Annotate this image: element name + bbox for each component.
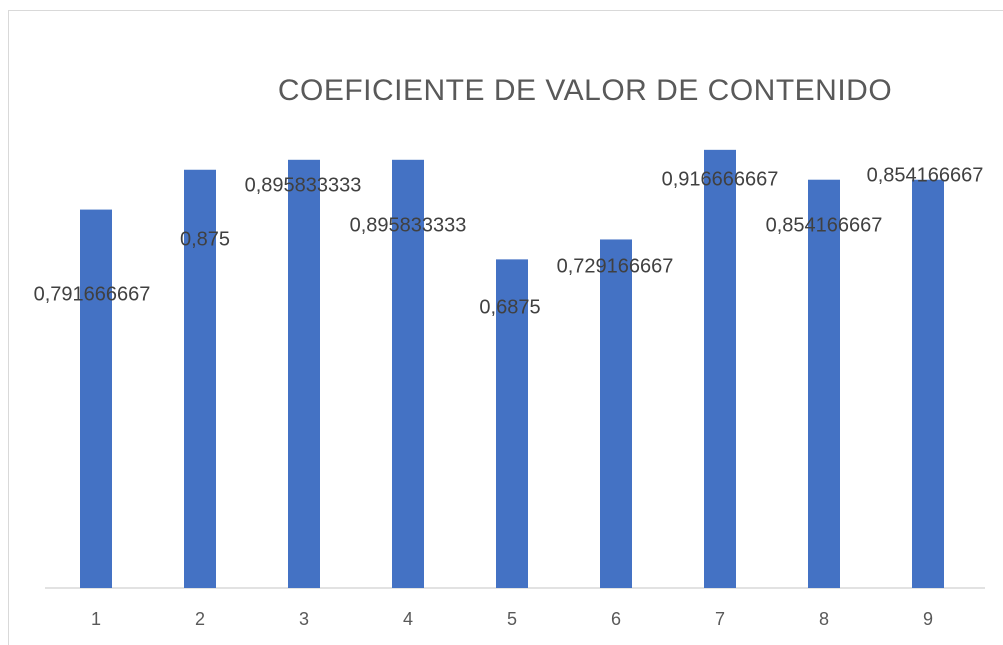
bar bbox=[912, 179, 944, 589]
x-tick-label: 8 bbox=[819, 609, 829, 629]
x-tick-label: 4 bbox=[403, 609, 413, 629]
x-tick-label: 3 bbox=[299, 609, 309, 629]
bar bbox=[600, 239, 632, 589]
data-label: 0,916666667 bbox=[662, 168, 779, 190]
bar bbox=[80, 209, 112, 589]
bar bbox=[496, 259, 528, 588]
bar bbox=[704, 149, 736, 589]
data-label: 0,729166667 bbox=[557, 255, 674, 277]
data-label: 0,895833333 bbox=[245, 174, 362, 196]
chart-title: COEFICIENTE DE VALOR DE CONTENIDO bbox=[278, 74, 892, 107]
data-label: 0,6875 bbox=[479, 296, 540, 318]
x-tick-label: 1 bbox=[91, 609, 101, 629]
x-tick-label: 7 bbox=[715, 609, 725, 629]
bar bbox=[808, 179, 840, 589]
data-label: 0,854166667 bbox=[766, 214, 883, 236]
x-tick-label: 5 bbox=[507, 609, 517, 629]
bar bbox=[392, 159, 424, 588]
data-label: 0,875 bbox=[180, 228, 230, 250]
data-label: 0,854166667 bbox=[867, 164, 984, 186]
x-tick-label: 2 bbox=[195, 609, 205, 629]
bar bbox=[184, 169, 216, 588]
x-tick-label: 6 bbox=[611, 609, 621, 629]
x-tick-label: 9 bbox=[923, 609, 933, 629]
bar bbox=[288, 159, 320, 588]
data-label: 0,791666667 bbox=[34, 283, 151, 305]
data-label: 0,895833333 bbox=[350, 214, 467, 236]
